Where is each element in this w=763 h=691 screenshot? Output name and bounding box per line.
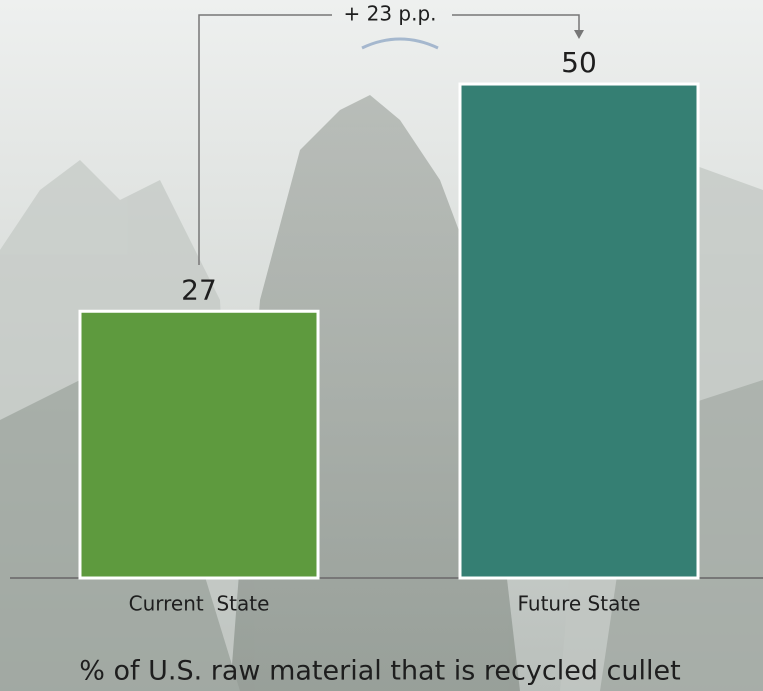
bar	[458, 82, 700, 580]
x-tick-label: Future State	[518, 592, 641, 616]
value-label: 27	[181, 273, 217, 306]
connector	[198, 14, 332, 265]
annotation: + 23 p.p.	[343, 2, 436, 26]
bar	[78, 309, 320, 580]
x-tick-label: Current State	[129, 592, 270, 616]
connector	[452, 14, 580, 32]
x-axis-title: % of U.S. raw material that is recycled …	[79, 656, 680, 687]
arrow-head	[574, 30, 584, 39]
value-label: 50	[561, 46, 597, 79]
